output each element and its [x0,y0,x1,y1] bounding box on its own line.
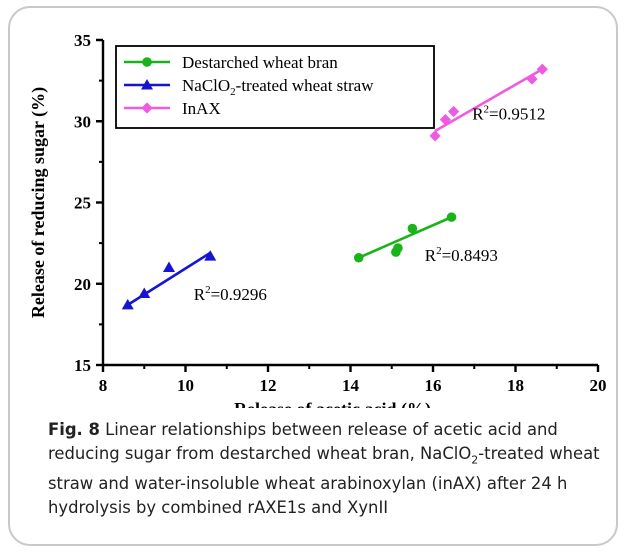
chart-marks: R2=0.8493 R2=0.9296 R2=0.9512 [121,63,548,310]
data-point [204,250,217,261]
legend-marker [141,102,153,114]
fit-line [358,215,453,259]
data-point [439,114,451,126]
data-point [121,298,134,310]
fit-line [434,68,543,133]
series-3: R2=0.9512 [429,63,548,142]
legend-marker [142,57,152,67]
y-tick-label: 20 [74,275,91,294]
figure-caption: Fig. 8 Linear relationships between rele… [48,418,616,520]
y-tick-label: 35 [74,31,91,50]
data-point [163,261,175,272]
legend-entry: Destarched wheat bran [182,53,338,72]
r-squared-label: R2=0.8493 [425,245,498,265]
caption-text-1: Linear relationships between release of … [48,420,558,463]
r-squared-label: R2=0.9512 [472,104,545,124]
data-point [448,105,460,118]
y-tick-label: 15 [74,356,91,375]
data-point [536,63,548,75]
x-tick-label: 8 [99,376,108,395]
series-2: R2=0.9296 [121,250,267,310]
legend-entry: NaClO2-treated wheat straw [182,76,374,98]
figure-panel: 8 10 12 14 16 18 20 15 20 25 30 35 Release of acetic… [8,6,618,546]
x-tick-label: 16 [425,376,442,395]
y-tick-label: 25 [74,194,91,213]
data-point [353,252,364,263]
data-point [429,130,441,142]
y-tick-label: 30 [74,112,91,131]
x-tick-label: 10 [177,376,194,395]
legend-marker [141,79,153,90]
x-axis-label: Release of acetic acid (%) [234,399,431,408]
data-point [138,287,151,298]
series-1: R2=0.8493 [353,212,498,265]
caption-subscript: 2 [471,453,479,467]
legend-entry: InAX [182,99,221,118]
caption-label: Fig. 8 [48,420,100,439]
caption-text-2: -treated wheat straw and water-insoluble… [48,444,600,518]
data-point [407,223,418,234]
x-tick-label: 20 [590,376,607,395]
data-point [446,212,457,222]
y-axis-label: Release of reducing sugar (%) [28,87,49,318]
x-tick-label: 14 [342,376,360,395]
r-squared-label: R2=0.9296 [194,284,267,304]
scatter-chart: 8 10 12 14 16 18 20 15 20 25 30 35 Release of acetic… [28,31,607,408]
x-tick-label: 18 [507,376,524,395]
chart-axes: 8 10 12 14 16 18 20 15 20 25 30 35 Release of acetic… [28,31,607,408]
data-point [526,73,538,85]
data-point [393,243,403,253]
x-tick-label: 12 [260,376,277,395]
chart-legend: Destarched wheat bran NaClO2-treated whea… [115,45,435,129]
legend-box [115,45,435,129]
